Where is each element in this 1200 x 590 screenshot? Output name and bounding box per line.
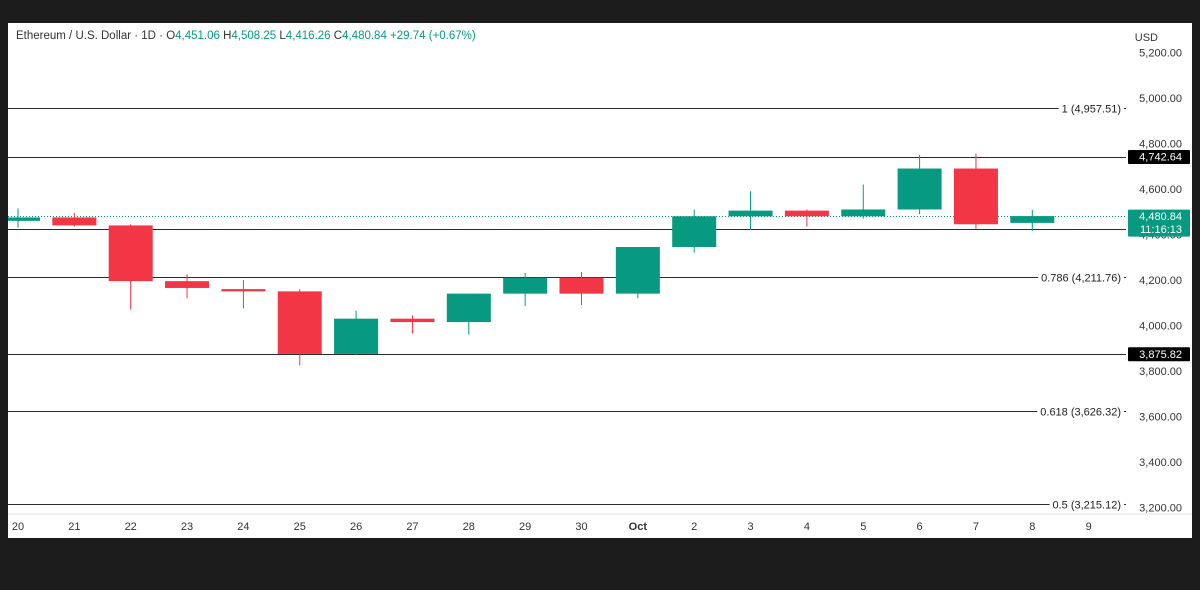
open-value: 4,451.06 <box>175 30 220 42</box>
y-tick-label: 3,800.00 <box>1139 366 1182 378</box>
y-tick-label: 5,000.00 <box>1139 93 1182 105</box>
x-tick-label: 22 <box>125 521 137 533</box>
x-tick-label: 28 <box>463 521 475 533</box>
last-price-tag-text: 11:16:13 <box>1140 224 1182 236</box>
x-tick-label: 29 <box>519 521 531 533</box>
price-tag-text: 4,742.64 <box>1139 152 1182 164</box>
y-tick-label: 3,600.00 <box>1139 412 1182 424</box>
candle-body <box>334 318 379 354</box>
candle-body <box>559 277 604 294</box>
candle-body <box>953 168 998 225</box>
y-tick-label: 3,400.00 <box>1139 457 1182 469</box>
candle-body <box>897 168 942 210</box>
x-tick-label: 27 <box>406 521 418 533</box>
chart-panel: 1 (4,957.51) 0.786 (4,211.76) 0.618 (3,626… <box>8 23 1192 538</box>
level-label: 1 (4,957.51) <box>1062 104 1121 116</box>
low-value: 4,416.26 <box>285 30 331 42</box>
open-key: O <box>166 30 176 42</box>
x-tick-label: 25 <box>294 521 306 533</box>
change-value: +29.74 (+0.67%) <box>390 30 476 42</box>
candle-body <box>1010 216 1055 223</box>
x-tick-label: 8 <box>1029 521 1035 533</box>
candle-body <box>615 247 660 294</box>
candle-body <box>446 293 491 323</box>
y-tick-label: 3,200.00 <box>1139 503 1182 515</box>
close-value: 4,480.84 <box>342 30 387 42</box>
candle-body <box>8 217 40 221</box>
currency-label: USD <box>1134 32 1158 44</box>
level-label: 0.786 (4,211.76) <box>1041 273 1121 285</box>
x-tick-label: 30 <box>575 521 587 533</box>
level-label-bg <box>1038 271 1124 286</box>
x-tick-label: 3 <box>747 521 753 533</box>
price-tag-bg <box>1128 347 1190 362</box>
level-label-bg <box>1037 405 1124 420</box>
candle-body <box>784 210 829 217</box>
candle-body <box>390 318 435 323</box>
candle-body <box>503 277 548 294</box>
candle-body <box>277 291 322 354</box>
price-tag-text: 3,875.82 <box>1139 349 1182 361</box>
candle-body <box>672 216 717 248</box>
level-label-bg <box>1049 498 1124 513</box>
candle-body <box>108 225 153 282</box>
y-tick-label: 4,000.00 <box>1139 321 1182 333</box>
x-tick-label: 23 <box>181 521 193 533</box>
y-tick-label: 4,600.00 <box>1139 184 1182 196</box>
x-tick-label: Oct <box>629 521 648 533</box>
price-tag-bg <box>1128 150 1190 165</box>
level-label: 0.618 (3,626.32) <box>1040 407 1121 419</box>
x-tick-label: 7 <box>973 521 979 533</box>
low-key: L <box>279 30 286 42</box>
candle-body <box>52 217 97 226</box>
level-label-bg <box>1058 102 1124 117</box>
x-tick-label: 26 <box>350 521 362 533</box>
y-tick-label: 4,200.00 <box>1139 275 1182 287</box>
y-tick-label: 5,200.00 <box>1139 48 1182 60</box>
x-tick-label: 21 <box>68 521 80 533</box>
ohlc-legend: Ethereum / U.S. Dollar · 1D · O4,451.06 … <box>16 30 476 42</box>
symbol-title: Ethereum / U.S. Dollar · 1D · <box>16 30 163 42</box>
y-tick-label: 4,800.00 <box>1139 139 1182 151</box>
high-key: H <box>223 30 232 42</box>
close-key: C <box>333 30 343 42</box>
last-price-tag-text: 4,480.84 <box>1139 211 1182 223</box>
candle-body <box>221 289 266 292</box>
x-tick-label: 20 <box>12 521 24 533</box>
last-price-tag-bg <box>1128 209 1190 237</box>
candle-body <box>841 209 886 217</box>
x-tick-label: 4 <box>804 521 810 533</box>
x-tick-label: 2 <box>691 521 697 533</box>
x-tick-label: 24 <box>237 521 249 533</box>
x-tick-label: 6 <box>917 521 923 533</box>
level-label: 0.5 (3,215.12) <box>1053 500 1122 512</box>
x-tick-label: 5 <box>860 521 866 533</box>
high-value: 4,508.25 <box>231 30 277 42</box>
candlestick-chart: 1 (4,957.51) 0.786 (4,211.76) 0.618 (3,626… <box>8 48 1192 533</box>
candle-body <box>728 210 773 217</box>
x-tick-label: 9 <box>1086 521 1092 533</box>
candle-body <box>165 281 210 288</box>
